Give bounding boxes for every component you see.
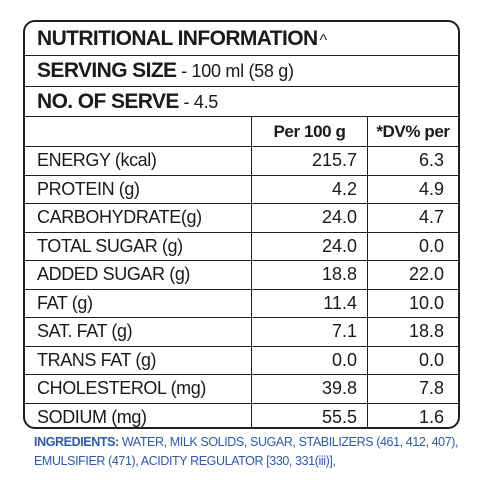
- column-header-nutrient: [25, 117, 251, 146]
- nutrient-per-100g: 18.8: [251, 261, 367, 289]
- nutrient-dv-percent: 18.8: [367, 318, 458, 346]
- title-row: NUTRITIONAL INFORMATION ^: [25, 22, 458, 56]
- nutrient-dv-percent: 22.0: [367, 261, 458, 289]
- table-header-row: Per 100 g *DV% per: [25, 117, 458, 147]
- column-header-dv-percent: *DV% per: [367, 117, 458, 146]
- nutrient-per-100g: 215.7: [251, 147, 367, 175]
- ingredients-line-2: EMULSIFIER (471), ACIDITY REGULATOR [330…: [34, 454, 336, 468]
- table-row: SAT. FAT (g) 7.1 18.8: [25, 318, 458, 347]
- nutrient-per-100g: 24.0: [251, 204, 367, 232]
- column-header-per-100g: Per 100 g: [251, 117, 367, 146]
- nutrient-dv-percent: 1.6: [367, 403, 458, 427]
- no-of-serve: NO. OF SERVE - 4.5: [25, 90, 218, 114]
- nutrient-name: ENERGY (kcal): [37, 150, 157, 171]
- title-mark: ^: [319, 31, 328, 49]
- nutrient-dv-percent: 10.0: [367, 289, 458, 317]
- title-text: NUTRITIONAL INFORMATION: [37, 26, 318, 50]
- no-of-serve-value: - 4.5: [178, 91, 218, 112]
- nutrient-per-100g: 39.8: [251, 375, 367, 403]
- serving-size-label: SERVING SIZE: [37, 59, 177, 82]
- nutrient-per-100g: 4.2: [251, 175, 367, 203]
- serving-size-value: - 100 ml (58 g): [176, 61, 294, 81]
- table-row: CHOLESTEROL (mg) 39.8 7.8: [25, 375, 458, 404]
- table-row: ENERGY (kcal) 215.7 6.3: [25, 147, 458, 176]
- nutrient-name: FAT (g): [37, 292, 93, 313]
- nutrient-name: TOTAL SUGAR (g): [37, 235, 183, 256]
- nutrient-name: CHOLESTEROL (mg): [37, 378, 206, 399]
- table-row: TRANS FAT (g) 0.0 0.0: [25, 346, 458, 375]
- nutrient-dv-percent: 4.7: [367, 204, 458, 232]
- nutrient-per-100g: 7.1: [251, 318, 367, 346]
- nutrition-facts-panel: NUTRITIONAL INFORMATION ^ SERVING SIZE - …: [23, 20, 460, 429]
- nutrient-dv-percent: 0.0: [367, 232, 458, 260]
- table-row: FAT (g) 11.4 10.0: [25, 289, 458, 318]
- nutrient-name: PROTEIN (g): [37, 178, 140, 199]
- nutrient-per-100g: 24.0: [251, 232, 367, 260]
- no-of-serve-row: NO. OF SERVE - 4.5: [25, 87, 458, 117]
- no-of-serve-label: NO. OF SERVE: [37, 89, 179, 113]
- nutrient-dv-percent: 7.8: [367, 375, 458, 403]
- nutrient-dv-percent: 4.9: [367, 175, 458, 203]
- table-row: CARBOHYDRATE(g) 24.0 4.7: [25, 204, 458, 233]
- nutrient-per-100g: 11.4: [251, 289, 367, 317]
- nutrient-dv-percent: 6.3: [367, 147, 458, 175]
- nutrient-name: CARBOHYDRATE(g): [37, 207, 202, 228]
- nutrient-name: SAT. FAT (g): [37, 321, 133, 342]
- ingredients-text: INGREDIENTS: WATER, MILK SOLIDS, SUGAR, …: [34, 433, 474, 471]
- ingredients-line-1: INGREDIENTS: WATER, MILK SOLIDS, SUGAR, …: [34, 433, 474, 452]
- table-row: TOTAL SUGAR (g) 24.0 0.0: [25, 232, 458, 261]
- table-row: ADDED SUGAR (g) 18.8 22.0: [25, 261, 458, 290]
- nutrient-name: ADDED SUGAR (g): [37, 264, 191, 285]
- nutrient-name: SODIUM (mg): [37, 407, 147, 428]
- nutrient-name: TRANS FAT (g): [37, 349, 157, 370]
- ingredients-label: INGREDIENTS:: [34, 435, 119, 449]
- nutrient-per-100g: 0.0: [251, 346, 367, 374]
- table-row: PROTEIN (g) 4.2 4.9: [25, 175, 458, 204]
- nutrition-title: NUTRITIONAL INFORMATION ^: [25, 26, 328, 51]
- nutrient-per-100g: 55.5: [251, 403, 367, 427]
- table-row: SODIUM (mg) 55.5 1.6: [25, 403, 458, 428]
- nutrient-dv-percent: 0.0: [367, 346, 458, 374]
- serving-size-row: SERVING SIZE - 100 ml (58 g): [25, 56, 458, 87]
- serving-size: SERVING SIZE - 100 ml (58 g): [25, 59, 294, 83]
- ingredients-list-part-1: WATER, MILK SOLIDS, SUGAR, STABILIZERS (…: [118, 435, 459, 449]
